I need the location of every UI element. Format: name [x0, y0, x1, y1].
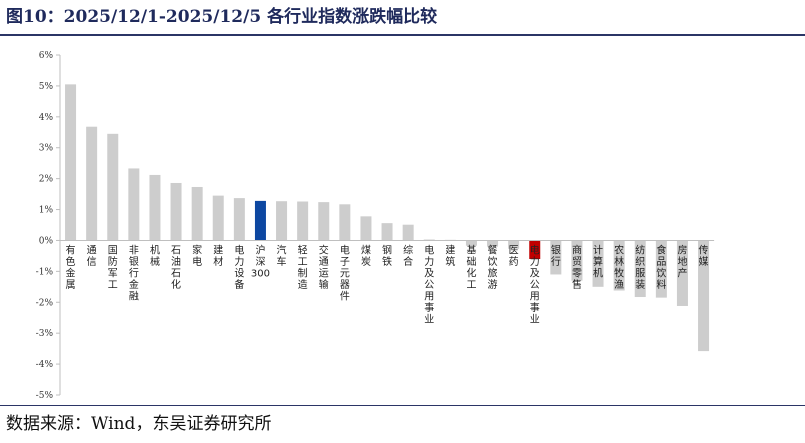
bar-23	[529, 240, 541, 259]
bar-25	[571, 240, 583, 281]
bar-31	[698, 240, 710, 352]
x-tick-label-31: 传媒	[699, 244, 709, 267]
y-tick-label: -5%	[36, 391, 54, 401]
x-tick-label-3: 国防军工	[108, 244, 118, 290]
y-tick-label: -1%	[36, 267, 54, 277]
bar-4	[128, 168, 140, 241]
bar-16	[381, 223, 393, 241]
x-tick-label-20: 基础化工	[466, 243, 476, 290]
bar-21	[487, 240, 499, 247]
bar-1	[65, 84, 77, 241]
x-tick-label-21: 餐饮旅游	[488, 243, 498, 290]
x-tick-label-7: 家电	[192, 243, 202, 267]
bar-28	[634, 240, 646, 298]
x-tick-label-19: 建筑	[445, 243, 455, 267]
y-axis: 6% 5% 4% 3% 2% 1% 0% -1% -2% -3% -4% -5%	[36, 51, 61, 401]
y-tick-label: 4%	[39, 113, 54, 123]
x-tick-label-6: 石油石化	[171, 245, 181, 290]
x-tick-label-4: 非银行金融	[129, 244, 139, 302]
y-tick-label: 3%	[39, 144, 54, 154]
bar-7	[191, 186, 203, 241]
x-tick-label-28: 纺织服装	[635, 243, 645, 290]
x-tick-label-22: 医药	[509, 244, 519, 267]
x-tick-label-15: 煤炭	[361, 243, 371, 267]
bar-8	[212, 195, 224, 241]
bar-20	[465, 240, 477, 246]
source-note: 数据来源：Wind，东吴证券研究所	[6, 414, 272, 434]
title-rule	[0, 34, 805, 36]
x-tick-label-17: 综合	[403, 243, 413, 267]
bar-24	[550, 240, 562, 275]
y-tick-label: 2%	[39, 175, 54, 185]
bar-30	[676, 240, 688, 306]
x-tick-label-5: 机械	[150, 243, 160, 267]
y-tick-label: -3%	[36, 329, 54, 339]
x-tick-label-10: 沪深 300	[251, 243, 270, 279]
x-tick-label-29: 食品饮料	[656, 243, 666, 290]
bar-11	[276, 201, 288, 241]
bar-29	[655, 240, 667, 298]
bar-15	[360, 216, 372, 241]
x-tick-label-12: 轻工制造	[298, 243, 308, 290]
bar-22	[508, 240, 520, 249]
bar-10	[254, 200, 266, 241]
bar-chart: 6% 5% 4% 3% 2% 1% 0% -1% -2% -3% -4% -5% 有色金属 通信 国防军工…	[36, 51, 715, 401]
x-tick-label-8: 建材	[213, 243, 223, 267]
figure-title: 图10：2025/12/1-2025/12/5 各行业指数涨跌幅比较	[6, 7, 438, 27]
bar-9	[233, 198, 245, 241]
x-tick-label-24: 银行	[551, 243, 561, 267]
source-rule	[0, 405, 805, 406]
bar-17	[402, 224, 414, 241]
x-tick-label-26: 计算机	[593, 243, 603, 279]
x-tick-label-2: 通信	[87, 244, 97, 267]
y-tick-label: -4%	[36, 360, 54, 370]
x-tick-label-14: 电子元器件	[340, 243, 350, 302]
bar-13	[318, 202, 330, 241]
bar-3	[107, 133, 119, 241]
bar-12	[297, 201, 309, 241]
x-tick-label-1: 有色金属	[66, 243, 76, 290]
y-tick-label: 6%	[39, 51, 54, 61]
bar-6	[170, 182, 182, 241]
x-tick-label-25: 商贸零售	[572, 243, 582, 290]
y-tick-label: -2%	[36, 298, 54, 308]
x-tick-label-18: 电力及公用事业	[424, 243, 434, 325]
bar-27	[613, 240, 625, 291]
y-tick-label: 5%	[39, 82, 54, 92]
bar-2	[86, 126, 98, 241]
bar-14	[339, 204, 351, 241]
y-tick-label: 0%	[39, 236, 54, 246]
x-tick-label-23: 电力及公用事业	[530, 243, 540, 325]
bars	[65, 84, 710, 352]
x-tick-label-13: 交通运输	[319, 243, 329, 290]
x-tick-label-30: 房地产	[677, 243, 687, 279]
x-tick-label-9: 电力设备	[234, 243, 244, 290]
bar-5	[149, 174, 161, 241]
x-tick-label-27: 农林牧渔	[614, 243, 624, 290]
bar-26	[592, 240, 604, 287]
x-tick-label-11: 汽车	[277, 243, 287, 267]
y-tick-label: 1%	[39, 206, 54, 216]
x-tick-label-16: 钢铁	[382, 243, 392, 267]
